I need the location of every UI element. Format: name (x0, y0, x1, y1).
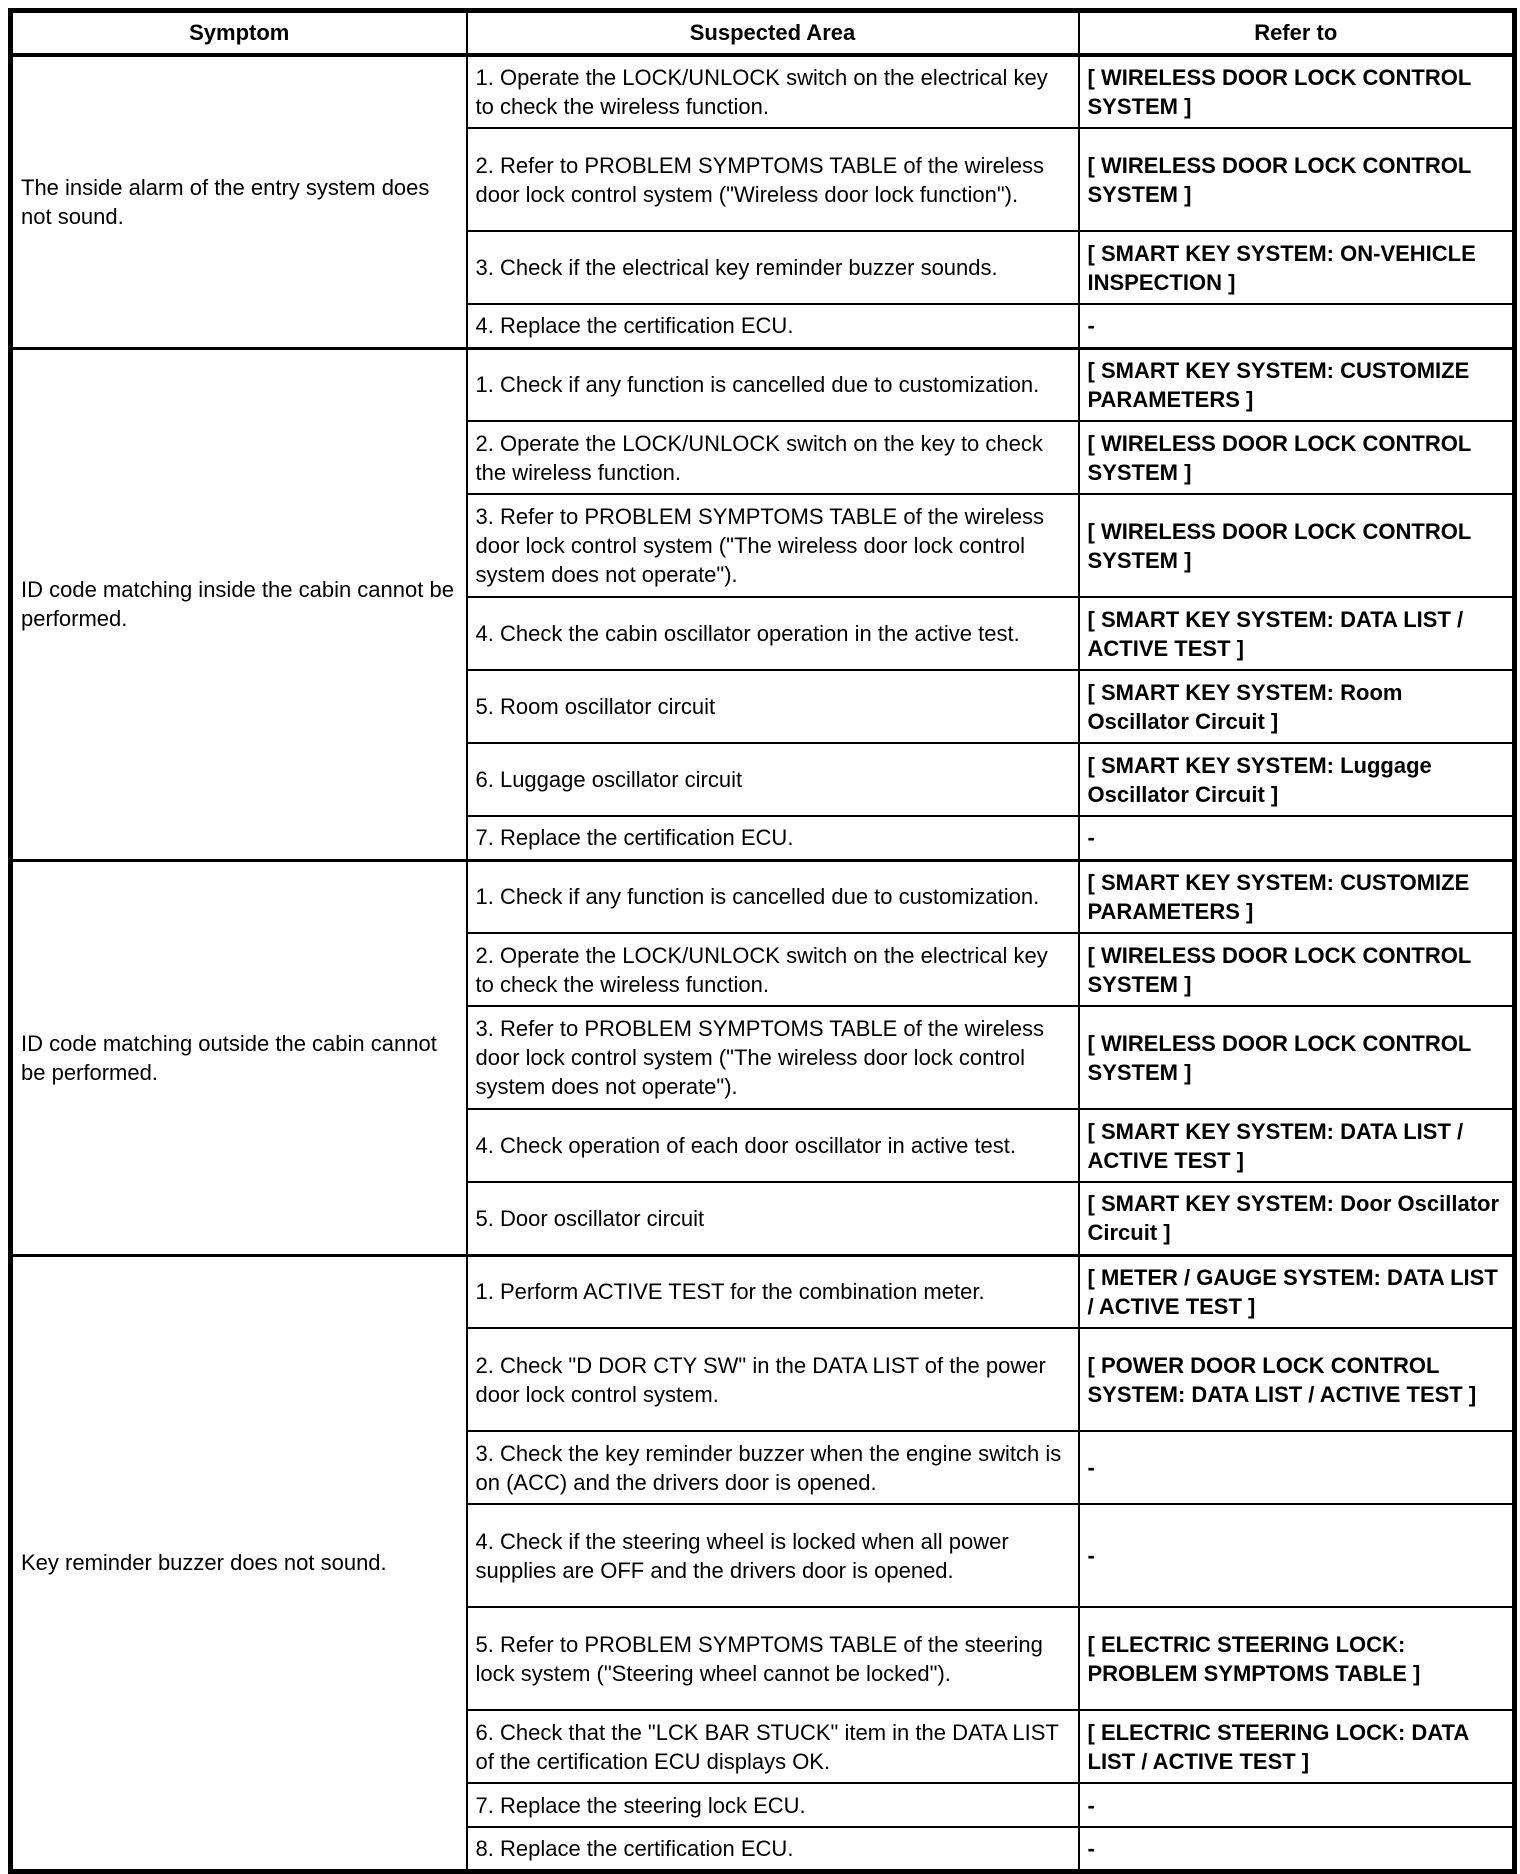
refer-to-cell: [ SMART KEY SYSTEM: Room Oscillator Circ… (1077, 669, 1516, 744)
refer-to-cell: [ METER / GAUGE SYSTEM: DATA LIST / ACTI… (1077, 1253, 1516, 1329)
refer-to-cell: [ SMART KEY SYSTEM: Door Oscillator Circ… (1077, 1181, 1516, 1256)
refer-to-cell: [ WIRELESS DOOR LOCK CONTROL SYSTEM ] (1077, 127, 1516, 232)
refer-to-cell: [ SMART KEY SYSTEM: Luggage Oscillator C… (1077, 742, 1516, 817)
suspected-area-cell: 4. Check operation of each door oscillat… (465, 1108, 1080, 1183)
table-row: 2. Operate the LOCK/UNLOCK switch on the… (11, 420, 1516, 495)
suspected-area-cell: 5. Door oscillator circuit (465, 1181, 1080, 1256)
table-row: 7. Replace the certification ECU. - (11, 815, 1516, 861)
suspected-area-cell: 3. Refer to PROBLEM SYMPTOMS TABLE of th… (465, 1005, 1080, 1110)
suspected-area-cell: 5. Room oscillator circuit (465, 669, 1080, 744)
refer-to-cell: - (1077, 1503, 1516, 1608)
table-row: 4. Check the cabin oscillator operation … (11, 596, 1516, 671)
table-row: 2. Operate the LOCK/UNLOCK switch on the… (11, 932, 1516, 1007)
suspected-area-cell: 1. Check if any function is cancelled du… (465, 858, 1080, 934)
refer-to-cell: [ WIRELESS DOOR LOCK CONTROL SYSTEM ] (1077, 1005, 1516, 1110)
suspected-area-cell: 1. Perform ACTIVE TEST for the combinati… (465, 1253, 1080, 1329)
refer-to-cell: - (1077, 815, 1516, 861)
suspected-area-cell: 3. Check the key reminder buzzer when th… (465, 1430, 1080, 1505)
suspected-area-cell: 2. Operate the LOCK/UNLOCK switch on the… (465, 420, 1080, 495)
suspected-area-cell: 5. Refer to PROBLEM SYMPTOMS TABLE of th… (465, 1606, 1080, 1711)
table-row: ID code matching inside the cabin cannot… (9, 346, 1516, 861)
table-row: 3. Refer to PROBLEM SYMPTOMS TABLE of th… (11, 493, 1516, 598)
refer-to-cell: [ WIRELESS DOOR LOCK CONTROL SYSTEM ] (1077, 932, 1516, 1007)
refer-to-cell: [ POWER DOOR LOCK CONTROL SYSTEM: DATA L… (1077, 1327, 1516, 1432)
suspected-area-cell: 2. Refer to PROBLEM SYMPTOMS TABLE of th… (465, 127, 1080, 232)
table-row: 5. Door oscillator circuit[ SMART KEY SY… (11, 1181, 1516, 1256)
suspected-area-cell: 7. Replace the steering lock ECU. (465, 1782, 1080, 1828)
table-row: Key reminder buzzer does not sound. 1. Pe… (9, 1253, 1516, 1872)
refer-to-cell: [ WIRELESS DOOR LOCK CONTROL SYSTEM ] (1077, 53, 1516, 129)
suspected-area-cell: 2. Operate the LOCK/UNLOCK switch on the… (465, 932, 1080, 1007)
table-row: 4. Replace the certification ECU. - (11, 303, 1516, 349)
refer-to-cell: - (1077, 1782, 1516, 1828)
refer-to-cell: [ WIRELESS DOOR LOCK CONTROL SYSTEM ] (1077, 420, 1516, 495)
refer-to-cell: [ SMART KEY SYSTEM: CUSTOMIZE PARAMETERS… (1077, 858, 1516, 934)
suspected-area-cell: 6. Luggage oscillator circuit (465, 742, 1080, 817)
refer-to-cell: [ ELECTRIC STEERING LOCK: PROBLEM SYMPTO… (1077, 1606, 1516, 1711)
suspected-area-cell: 3. Refer to PROBLEM SYMPTOMS TABLE of th… (465, 493, 1080, 598)
table-row: 3. Refer to PROBLEM SYMPTOMS TABLE of th… (11, 1005, 1516, 1110)
refer-to-cell: - (1077, 1826, 1516, 1872)
symptom-cell: ID code matching inside the cabin cannot… (9, 346, 468, 861)
table-row: 4. Check if the steering wheel is locked… (11, 1503, 1516, 1608)
symptom-cell: ID code matching outside the cabin canno… (9, 858, 468, 1256)
suspected-area-cell: 8. Replace the certification ECU. (465, 1826, 1080, 1872)
refer-to-cell: [ SMART KEY SYSTEM: DATA LIST / ACTIVE T… (1077, 1108, 1516, 1183)
table-row: 6. Check that the "LCK BAR STUCK" item i… (11, 1709, 1516, 1784)
header-row: Symptom Suspected Area Refer to (9, 9, 1516, 57)
column-header-suspected-area: Suspected Area (465, 9, 1080, 57)
table-row: 5. Refer to PROBLEM SYMPTOMS TABLE of th… (11, 1606, 1516, 1711)
suspected-area-cell: 3. Check if the electrical key reminder … (465, 230, 1080, 305)
table-row: 5. Room oscillator circuit[ SMART KEY SY… (11, 669, 1516, 744)
table-row: ID code matching outside the cabin canno… (9, 858, 1516, 1256)
refer-to-cell: - (1077, 1430, 1516, 1505)
table-row: The inside alarm of the entry system doe… (9, 53, 1516, 349)
table-row: 3. Check the key reminder buzzer when th… (11, 1430, 1516, 1505)
refer-to-cell: [ ELECTRIC STEERING LOCK: DATA LIST / AC… (1077, 1709, 1516, 1784)
suspected-area-cell: 4. Check if the steering wheel is locked… (465, 1503, 1080, 1608)
column-header-refer-to: Refer to (1077, 9, 1516, 57)
table-row: 3. Check if the electrical key reminder … (11, 230, 1516, 305)
table-row: 6. Luggage oscillator circuit[ SMART KEY… (11, 742, 1516, 817)
refer-to-cell: [ SMART KEY SYSTEM: DATA LIST / ACTIVE T… (1077, 596, 1516, 671)
suspected-area-cell: 4. Check the cabin oscillator operation … (465, 596, 1080, 671)
table-row: 4. Check operation of each door oscillat… (11, 1108, 1516, 1183)
suspected-area-cell: 6. Check that the "LCK BAR STUCK" item i… (465, 1709, 1080, 1784)
suspected-area-cell: 4. Replace the certification ECU. (465, 303, 1080, 349)
refer-to-cell: [ SMART KEY SYSTEM: ON-VEHICLE INSPECTIO… (1077, 230, 1516, 305)
refer-to-cell: - (1077, 303, 1516, 349)
suspected-area-cell: 2. Check "D DOR CTY SW" in the DATA LIST… (465, 1327, 1080, 1432)
suspected-area-cell: 1. Check if any function is cancelled du… (465, 346, 1080, 422)
suspected-area-cell: 7. Replace the certification ECU. (465, 815, 1080, 861)
refer-to-cell: [ SMART KEY SYSTEM: CUSTOMIZE PARAMETERS… (1077, 346, 1516, 422)
suspected-area-cell: 1. Operate the LOCK/UNLOCK switch on the… (465, 53, 1080, 129)
table-row: 7. Replace the steering lock ECU. - (11, 1782, 1516, 1828)
column-header-symptom: Symptom (9, 9, 468, 57)
table-row: 2. Check "D DOR CTY SW" in the DATA LIST… (11, 1327, 1516, 1432)
problem-symptoms-table: Symptom Suspected Area Refer to The insi… (8, 8, 1517, 1874)
symptom-cell: Key reminder buzzer does not sound. (9, 1253, 468, 1872)
table-row: 2. Refer to PROBLEM SYMPTOMS TABLE of th… (11, 127, 1516, 232)
symptom-cell: The inside alarm of the entry system doe… (9, 53, 468, 349)
refer-to-cell: [ WIRELESS DOOR LOCK CONTROL SYSTEM ] (1077, 493, 1516, 598)
